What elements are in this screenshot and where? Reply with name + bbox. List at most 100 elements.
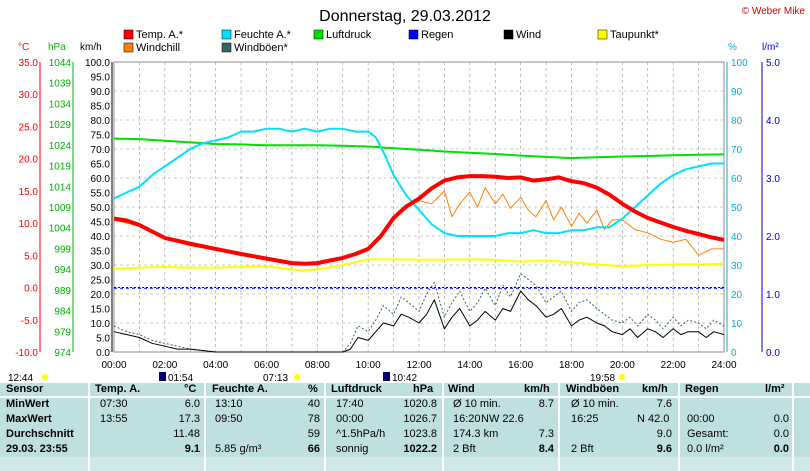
tick-label-pressure: 1004 — [49, 224, 72, 235]
tick-label-wind: 75.0 — [91, 131, 111, 142]
regen-info-cell: 0.0 l/m² — [687, 443, 724, 455]
moon-icon-2 — [383, 372, 390, 381]
tick-label-pressure: 994 — [54, 265, 71, 276]
tick-label-temp: 5.0 — [24, 251, 38, 262]
tick-label-wind: 90.0 — [91, 87, 111, 98]
tick-label-wind: 40.0 — [91, 232, 111, 243]
luftdruck-time-cell: sonnig — [336, 443, 369, 455]
tick-label-temp: 30.0 — [19, 90, 39, 101]
tick-label-pressure: 974 — [54, 348, 71, 359]
luftdruck-value-cell: 1020.8 — [403, 398, 437, 410]
tick-label-wind: 65.0 — [91, 160, 111, 171]
x-tick-label: 06:00 — [254, 360, 279, 371]
tick-label-pressure: 989 — [54, 286, 71, 297]
tick-label-wind: 15.0 — [91, 305, 111, 316]
wind-value-cell: 8.7 — [538, 398, 554, 410]
weather-chart: Donnerstag, 29.03.2012 © Weber Mike Temp… — [8, 6, 805, 383]
x-tick-label: 08:00 — [305, 360, 330, 371]
tick-label-humidity: 40 — [731, 232, 743, 243]
tick-label-humidity: 50 — [731, 203, 743, 214]
x-tick-label: 04:00 — [203, 360, 228, 371]
temp-time-cell: 13:55 — [100, 413, 128, 425]
regen-info-cell: 00:00 — [687, 413, 715, 425]
legend-label-temp: Temp. A.* — [136, 29, 184, 41]
luftdruck-time-cell: 00:00 — [336, 413, 364, 425]
tick-label-wind: 80.0 — [91, 116, 111, 127]
x-tick-label: 20:00 — [610, 360, 635, 371]
temp-time-cell: 07:30 — [100, 398, 128, 410]
legend-swatch-temp — [123, 29, 134, 40]
regen-value-cell: 0.0 — [773, 413, 789, 425]
legend-label-wind: Wind — [516, 29, 541, 41]
tick-label-wind: 60.0 — [91, 174, 111, 185]
series-line-luftdruck — [113, 137, 725, 160]
header-windboeen-unit: km/h — [642, 383, 668, 395]
sunrise-icon — [294, 374, 300, 380]
windboeen-value-cell: 9.6 — [656, 443, 672, 455]
legend-swatch-feuchte — [221, 29, 232, 40]
tick-label-rain: 4.0 — [766, 116, 780, 127]
wind-value-cell: 7.3 — [538, 428, 554, 440]
temp-value-cell: 17.3 — [178, 413, 200, 425]
statistics-table: Sensor Temp. A. °C Feuchte A. % Luftdruc… — [0, 383, 810, 471]
luftdruck-value-cell: 1022.2 — [403, 443, 437, 455]
x-tick-label: 10:00 — [356, 360, 381, 371]
tick-label-wind: 95.0 — [91, 73, 111, 84]
tick-label-pressure: 1009 — [49, 203, 72, 214]
tick-label-pressure: 1034 — [49, 99, 72, 110]
moonrise-time-label: 01:54 — [168, 373, 193, 383]
legend-swatch-windchill — [123, 42, 134, 53]
moon-time-label: 10:42 — [392, 373, 417, 383]
regen-value-cell: 0.0 — [773, 443, 789, 455]
tick-label-temp: 15.0 — [19, 187, 39, 198]
tick-label-humidity: 90 — [731, 87, 743, 98]
percent-axis-title: % — [728, 42, 737, 53]
tick-label-rain: 3.0 — [766, 174, 780, 185]
kmh-axis-title: km/h — [80, 42, 102, 53]
header-feuchte: Feuchte A. — [212, 383, 268, 395]
feuchte-value-cell: 78 — [307, 413, 320, 425]
wind-info-cell: Ø 10 min. — [453, 398, 501, 410]
tick-label-rain: 1.0 — [766, 290, 780, 301]
tick-label-wind: 20.0 — [91, 290, 111, 301]
tick-label-wind: 100.0 — [85, 58, 110, 69]
tick-label-pressure: 1014 — [49, 182, 72, 193]
luftdruck-value-cell: 1023.8 — [403, 428, 437, 440]
series-line-wind — [113, 290, 725, 353]
tick-label-humidity: 20 — [731, 290, 743, 301]
tick-label-wind: 10.0 — [91, 319, 111, 330]
tick-label-humidity: 80 — [731, 116, 743, 127]
windboeen-info-cell: Ø 10 min. — [571, 398, 619, 410]
tick-label-temp: 10.0 — [19, 219, 39, 230]
legend-swatch-luftdruck — [313, 29, 324, 40]
tick-label-pressure: 1044 — [49, 58, 72, 69]
x-tick-label: 14:00 — [457, 360, 482, 371]
tick-label-humidity: 100 — [731, 58, 748, 69]
rain-axis-title: l/m² — [762, 42, 779, 53]
x-tick-label: 02:00 — [152, 360, 177, 371]
sunrise-time-label: 07:13 — [263, 373, 288, 383]
left-time-label: 12:44 — [8, 373, 33, 383]
legend-swatch-taupunkt — [597, 29, 608, 40]
temp-axis-title: °C — [18, 42, 29, 53]
temp-value-cell: 6.0 — [184, 398, 200, 410]
header-regen-unit: l/m² — [765, 383, 785, 395]
axis-titles: °C hPa km/h % l/m² — [18, 42, 779, 53]
moon-icon — [159, 372, 166, 381]
legend-swatch-wind — [503, 29, 514, 40]
x-tick-label: 16:00 — [508, 360, 533, 371]
tick-label-temp: 0.0 — [24, 284, 38, 295]
windboeen-value-cell: 9.0 — [656, 428, 672, 440]
wind-value-cell: 8.4 — [538, 443, 554, 455]
legend-label-taupunkt: Taupunkt* — [610, 29, 660, 41]
tick-label-wind: 0.0 — [96, 348, 110, 359]
tick-label-wind: 5.0 — [96, 334, 110, 345]
wind-info-cell: 174.3 km — [453, 428, 499, 440]
tick-label-temp: 35.0 — [19, 58, 39, 69]
legend: Temp. A.* Feuchte A.* Luftdruck Regen Wind Ta… — [123, 29, 660, 54]
header-wind-unit: km/h — [524, 383, 550, 395]
tick-label-wind: 30.0 — [91, 261, 111, 272]
tick-label-humidity: 70 — [731, 145, 743, 156]
windboeen-value-cell: 7.6 — [656, 398, 672, 410]
tick-label-temp: -10.0 — [15, 348, 38, 359]
